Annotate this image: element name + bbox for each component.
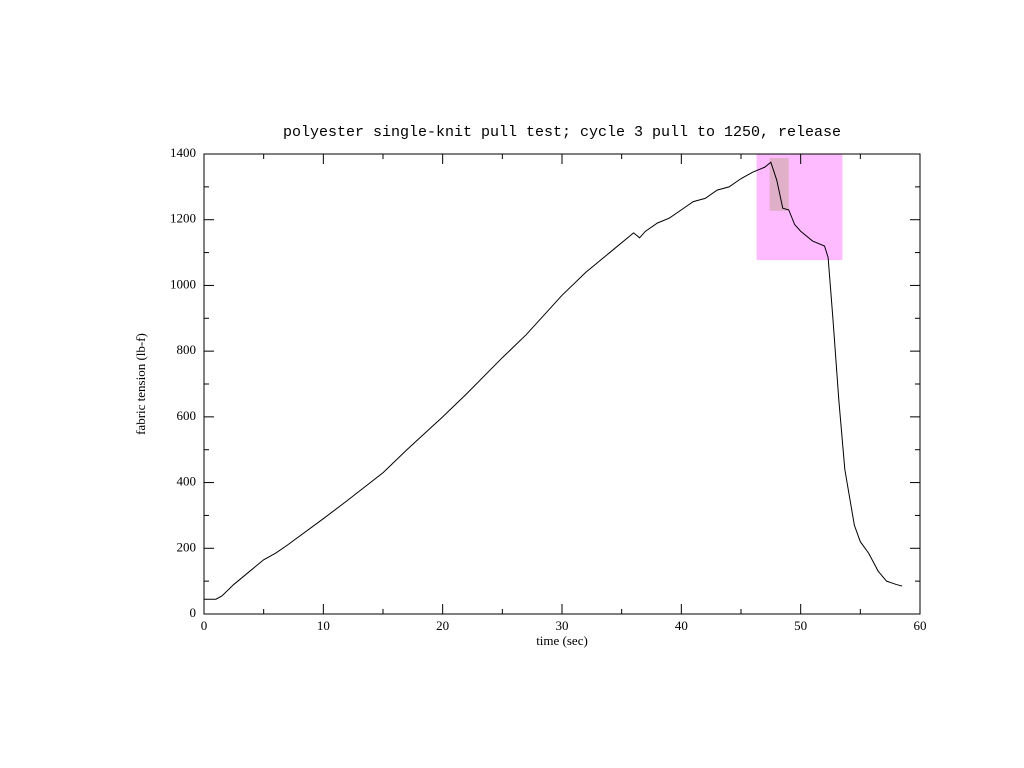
y-tick-label: 400 [177, 474, 197, 489]
data-line [204, 161, 903, 600]
x-tick-label: 50 [794, 618, 807, 633]
y-tick-label: 200 [177, 539, 197, 554]
x-tick-label: 10 [317, 618, 330, 633]
y-tick-label: 0 [190, 605, 197, 620]
highlight-region [769, 157, 789, 211]
y-tick-label: 1000 [170, 276, 196, 291]
y-tick-label: 800 [177, 342, 197, 357]
x-tick-label: 0 [201, 618, 208, 633]
x-tick-label: 20 [436, 618, 449, 633]
y-tick-label: 600 [177, 408, 197, 423]
y-tick-label: 1200 [170, 211, 196, 226]
x-tick-label: 60 [914, 618, 927, 633]
y-tick-label: 1400 [170, 145, 196, 160]
chart-title: polyester single-knit pull test; cycle 3… [283, 124, 841, 141]
x-tick-label: 30 [556, 618, 569, 633]
x-tick-label: 40 [675, 618, 688, 633]
x-axis-label: time (sec) [536, 633, 588, 648]
y-axis-label: fabric tension (lb-f) [133, 333, 148, 435]
highlight-region [756, 154, 843, 261]
